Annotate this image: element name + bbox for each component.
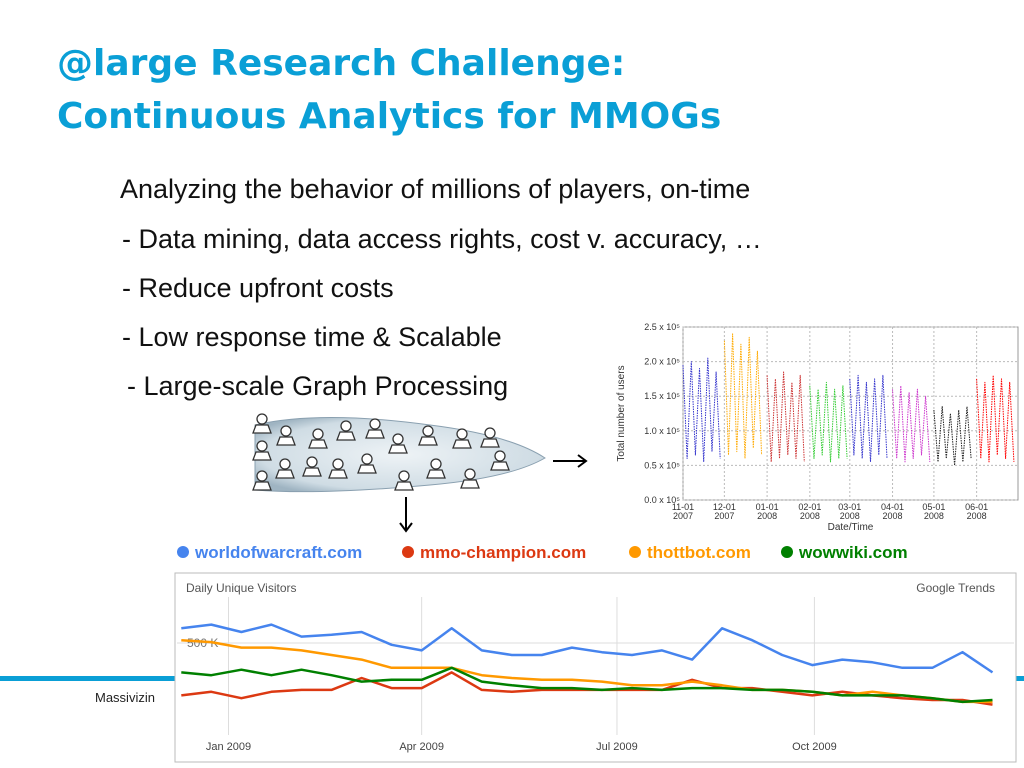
series-line — [933, 406, 972, 466]
x-tick-label: 01-01 2008 — [755, 502, 779, 521]
y-tick-label: 1.0 x 10⁵ — [644, 426, 680, 436]
y-axis-title: Total number of users — [616, 365, 627, 461]
series-line — [181, 638, 993, 704]
bullet: - Low response time & Scalable — [122, 322, 502, 352]
legend-label: wowwiki.com — [798, 543, 908, 562]
chart-frame — [174, 572, 1017, 763]
legend-marker — [402, 546, 414, 558]
legend-marker — [177, 546, 189, 558]
legend-label: thottbot.com — [647, 543, 751, 562]
x-tick-label: Oct 2009 — [792, 741, 837, 753]
x-axis-title: Date/Time — [828, 522, 874, 533]
x-tick-label: 04-01 2008 — [881, 502, 905, 521]
x-tick-label: 11-01 2007 — [671, 502, 695, 521]
crowd-diagram — [252, 413, 546, 493]
legend-marker — [781, 546, 793, 558]
series-line — [181, 623, 994, 674]
title-line: Continuous Analytics for MMOGs — [57, 96, 721, 137]
plot-area — [682, 326, 1019, 501]
series-line — [181, 666, 993, 704]
x-tick-label: Jan 2009 — [206, 741, 251, 753]
series-line — [892, 385, 931, 463]
bullet: - Data mining, data access rights, cost … — [122, 224, 762, 254]
x-tick-label: 05-01 2008 — [922, 502, 946, 521]
series-line — [849, 374, 888, 463]
x-tick-label: Apr 2009 — [399, 741, 444, 753]
series-line — [723, 333, 763, 459]
x-tick-label: 02-01 2008 — [798, 502, 822, 521]
y-tick-label: 2.5 x 10⁵ — [644, 322, 680, 332]
annotation: Daily Unique Visitors — [186, 581, 297, 595]
arrow — [399, 454, 588, 533]
series-line — [766, 371, 805, 463]
y-tick-label: 0.0 x 10⁵ — [644, 495, 680, 505]
legend-label: mmo-champion.com — [420, 543, 586, 562]
bullet: - Large-scale Graph Processing — [127, 371, 508, 401]
bullet: Analyzing the behavior of millions of pl… — [120, 174, 750, 204]
series-line — [682, 357, 721, 463]
y-tick-label: 2.0 x 10⁵ — [644, 357, 680, 367]
series-line — [809, 381, 848, 463]
title-line: @large Research Challenge: — [57, 43, 625, 84]
series-line — [976, 374, 1015, 463]
footer-text: Massivizin — [95, 690, 155, 705]
x-tick-label: 06-01 2008 — [965, 502, 989, 521]
bullet: - Reduce upfront costs — [122, 273, 394, 303]
y-tick-label: 500 K — [187, 636, 218, 650]
legend-marker — [629, 546, 641, 558]
x-tick-label: 03-01 2008 — [838, 502, 862, 521]
x-tick-label: 12-01 2007 — [712, 502, 736, 521]
legend-label: worldofwarcraft.com — [194, 543, 362, 562]
x-tick-label: Jul 2009 — [596, 741, 638, 753]
y-tick-label: 1.5 x 10⁵ — [644, 391, 680, 401]
annotation: Google Trends — [916, 581, 995, 595]
y-tick-label: 0.5 x 10⁵ — [644, 460, 680, 470]
